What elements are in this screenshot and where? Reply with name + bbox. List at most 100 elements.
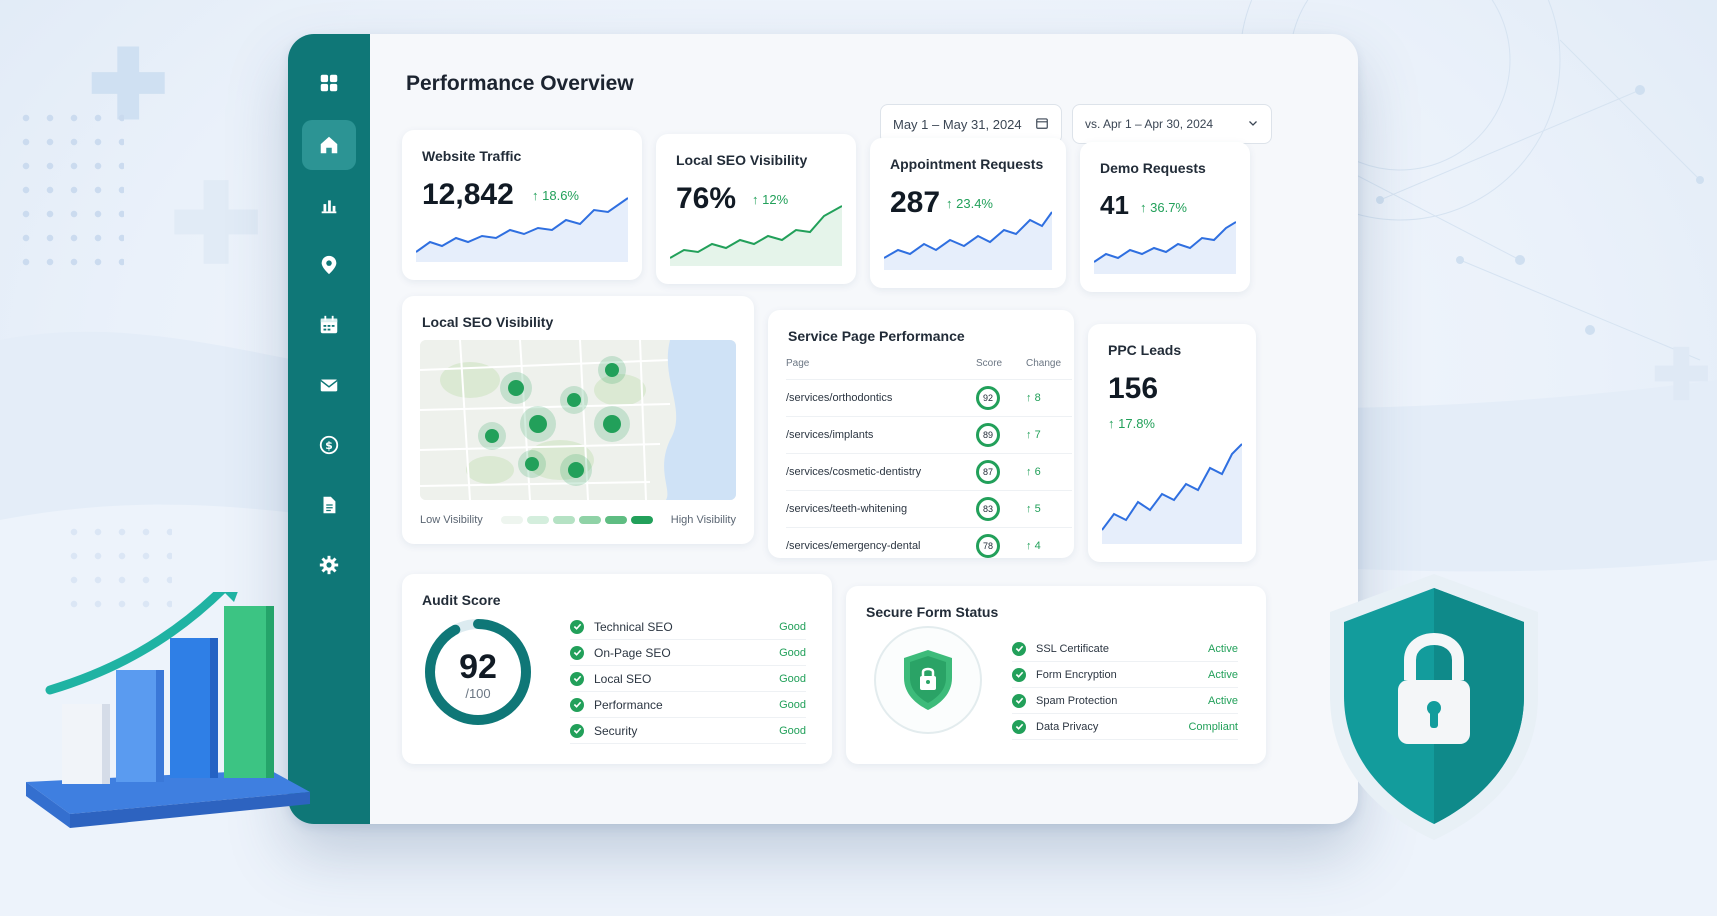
col-header-change: Change bbox=[1026, 358, 1062, 369]
kpi-title: Website Traffic bbox=[422, 148, 522, 164]
status-badge: Good bbox=[779, 620, 806, 633]
check-icon bbox=[570, 645, 584, 660]
page-path: /services/emergency-dental bbox=[786, 527, 976, 564]
kpi-title: Local SEO Visibility bbox=[676, 152, 808, 168]
bar-chart-icon[interactable] bbox=[302, 180, 356, 230]
table-row[interactable]: /services/implants 89 ↑ 7 bbox=[786, 416, 1072, 454]
local-seo-map-card[interactable]: Local SEO Visibility bbox=[402, 296, 754, 544]
list-item: Data Privacy Compliant bbox=[1012, 714, 1238, 740]
kpi-card-local-seo[interactable]: Local SEO Visibility 76% ↑ 12% bbox=[656, 134, 856, 284]
legend-high-label: High Visibility bbox=[670, 514, 736, 526]
score-ring: 89 bbox=[976, 423, 1000, 447]
page-path: /services/implants bbox=[786, 416, 976, 454]
table-row[interactable]: /services/emergency-dental 78 ↑ 4 bbox=[786, 527, 1072, 564]
map-graphic bbox=[420, 340, 736, 500]
table-row[interactable]: /services/teeth-whitening 83 ↑ 5 bbox=[786, 490, 1072, 528]
dot-grid-decor bbox=[14, 106, 124, 266]
dollar-icon[interactable]: $ bbox=[302, 420, 356, 470]
kpi-card-demo-requests[interactable]: Demo Requests 41 ↑ 36.7% bbox=[1080, 142, 1250, 292]
dot-grid-decor-lower bbox=[62, 520, 172, 610]
status-badge: Good bbox=[779, 646, 806, 659]
status-badge: Active bbox=[1208, 668, 1238, 681]
document-icon[interactable] bbox=[302, 480, 356, 530]
grid-icon[interactable] bbox=[302, 58, 356, 108]
col-header-page: Page bbox=[786, 358, 810, 369]
card-title: Local SEO Visibility bbox=[422, 314, 554, 330]
legend-scale bbox=[491, 516, 663, 524]
score-ring: 78 bbox=[976, 534, 1000, 558]
check-icon bbox=[1012, 667, 1026, 682]
col-header-score: Score bbox=[976, 358, 1003, 369]
status-badge: Active bbox=[1208, 642, 1238, 655]
list-item: Security Good bbox=[570, 718, 806, 744]
sparkline-traffic bbox=[416, 197, 628, 262]
audit-score-value: 92 bbox=[459, 648, 497, 686]
plus-decor-right-icon: ✚ bbox=[1652, 336, 1711, 414]
page-path: /services/orthodontics bbox=[786, 379, 976, 417]
score-ring: 87 bbox=[976, 460, 1000, 484]
kpi-delta: ↑ 23.4% bbox=[946, 196, 993, 211]
score-ring: 92 bbox=[976, 386, 1000, 410]
list-item: SSL Certificate Active bbox=[1012, 636, 1238, 662]
kpi-title: Demo Requests bbox=[1100, 160, 1206, 176]
compare-range-select[interactable]: vs. Apr 1 – Apr 30, 2024 bbox=[1072, 104, 1272, 144]
kpi-value: 41 bbox=[1100, 190, 1129, 220]
audit-score-max: /100 bbox=[465, 686, 491, 701]
page-path: /services/cosmetic-dentistry bbox=[786, 453, 976, 491]
date-range-picker[interactable]: May 1 – May 31, 2024 bbox=[880, 104, 1062, 144]
kpi-delta: ↑ 36.7% bbox=[1140, 200, 1187, 215]
ppc-leads-card[interactable]: PPC Leads 156 ↑ 17.8% bbox=[1088, 324, 1256, 562]
change-value: ↑ 7 bbox=[1026, 416, 1072, 454]
status-badge: Active bbox=[1208, 694, 1238, 707]
map-pin-icon[interactable] bbox=[302, 240, 356, 290]
page-title: Performance Overview bbox=[406, 72, 634, 95]
home-icon[interactable] bbox=[302, 120, 356, 170]
list-item: Form Encryption Active bbox=[1012, 662, 1238, 688]
status-badge: Good bbox=[779, 672, 806, 685]
mail-icon[interactable] bbox=[302, 360, 356, 410]
visibility-legend: Low Visibility High Visibility bbox=[420, 514, 736, 526]
table-row[interactable]: /services/cosmetic-dentistry 87 ↑ 6 bbox=[786, 453, 1072, 491]
sidebar: $ bbox=[288, 34, 370, 824]
check-icon bbox=[570, 697, 584, 712]
list-item: Spam Protection Active bbox=[1012, 688, 1238, 714]
card-title: Audit Score bbox=[422, 592, 501, 608]
growth-bar-chart-decor bbox=[26, 592, 310, 828]
check-icon bbox=[570, 671, 584, 686]
status-badge: Good bbox=[779, 724, 806, 737]
list-item: On-Page SEO Good bbox=[570, 640, 806, 666]
change-value: ↑ 5 bbox=[1026, 490, 1072, 528]
shield-lock-icon bbox=[874, 626, 982, 734]
list-item: Local SEO Good bbox=[570, 666, 806, 692]
kpi-card-website-traffic[interactable]: Website Traffic 12,842 ↑ 18.6% bbox=[402, 130, 642, 280]
secure-items-list: SSL Certificate Active Form Encryption Act… bbox=[1012, 636, 1238, 740]
kpi-value: 12,842 bbox=[422, 178, 514, 211]
sparkline-appointments bbox=[884, 211, 1052, 270]
audit-score-card[interactable]: Audit Score 92 /100 Technical SEO Good On… bbox=[402, 574, 832, 764]
service-page-performance-card[interactable]: Service Page Performance Page Score Chan… bbox=[768, 310, 1074, 564]
list-item: Performance Good bbox=[570, 692, 806, 718]
date-range-label: May 1 – May 31, 2024 bbox=[893, 116, 1022, 132]
check-icon bbox=[570, 619, 584, 634]
calendar-icon[interactable] bbox=[302, 300, 356, 350]
visibility-map[interactable] bbox=[420, 340, 736, 500]
dashboard-window: $ Performance Overview May 1 – May 31, 2… bbox=[288, 34, 1358, 824]
secure-form-status-card[interactable]: Secure Form Status SSL Certificate Active… bbox=[846, 586, 1266, 764]
gear-icon[interactable] bbox=[302, 540, 356, 590]
calendar-small-icon bbox=[1035, 116, 1049, 133]
change-value: ↑ 6 bbox=[1026, 453, 1072, 491]
check-icon bbox=[1012, 693, 1026, 708]
audit-items-list: Technical SEO Good On-Page SEO Good Local … bbox=[570, 614, 806, 744]
status-badge: Good bbox=[779, 698, 806, 711]
list-item: Technical SEO Good bbox=[570, 614, 806, 640]
kpi-value: 76% bbox=[676, 182, 737, 215]
kpi-card-appointments[interactable]: Appointment Requests 287 ↑ 23.4% bbox=[870, 138, 1066, 288]
svg-text:$: $ bbox=[325, 439, 333, 452]
table-row[interactable]: /services/orthodontics 92 ↑ 8 bbox=[786, 379, 1072, 417]
check-icon bbox=[1012, 719, 1026, 734]
kpi-value: 156 bbox=[1108, 372, 1159, 405]
sparkline-ppc bbox=[1102, 443, 1242, 544]
kpi-delta: ↑ 12% bbox=[752, 192, 789, 207]
card-title: Service Page Performance bbox=[788, 328, 965, 344]
check-icon bbox=[570, 723, 584, 738]
